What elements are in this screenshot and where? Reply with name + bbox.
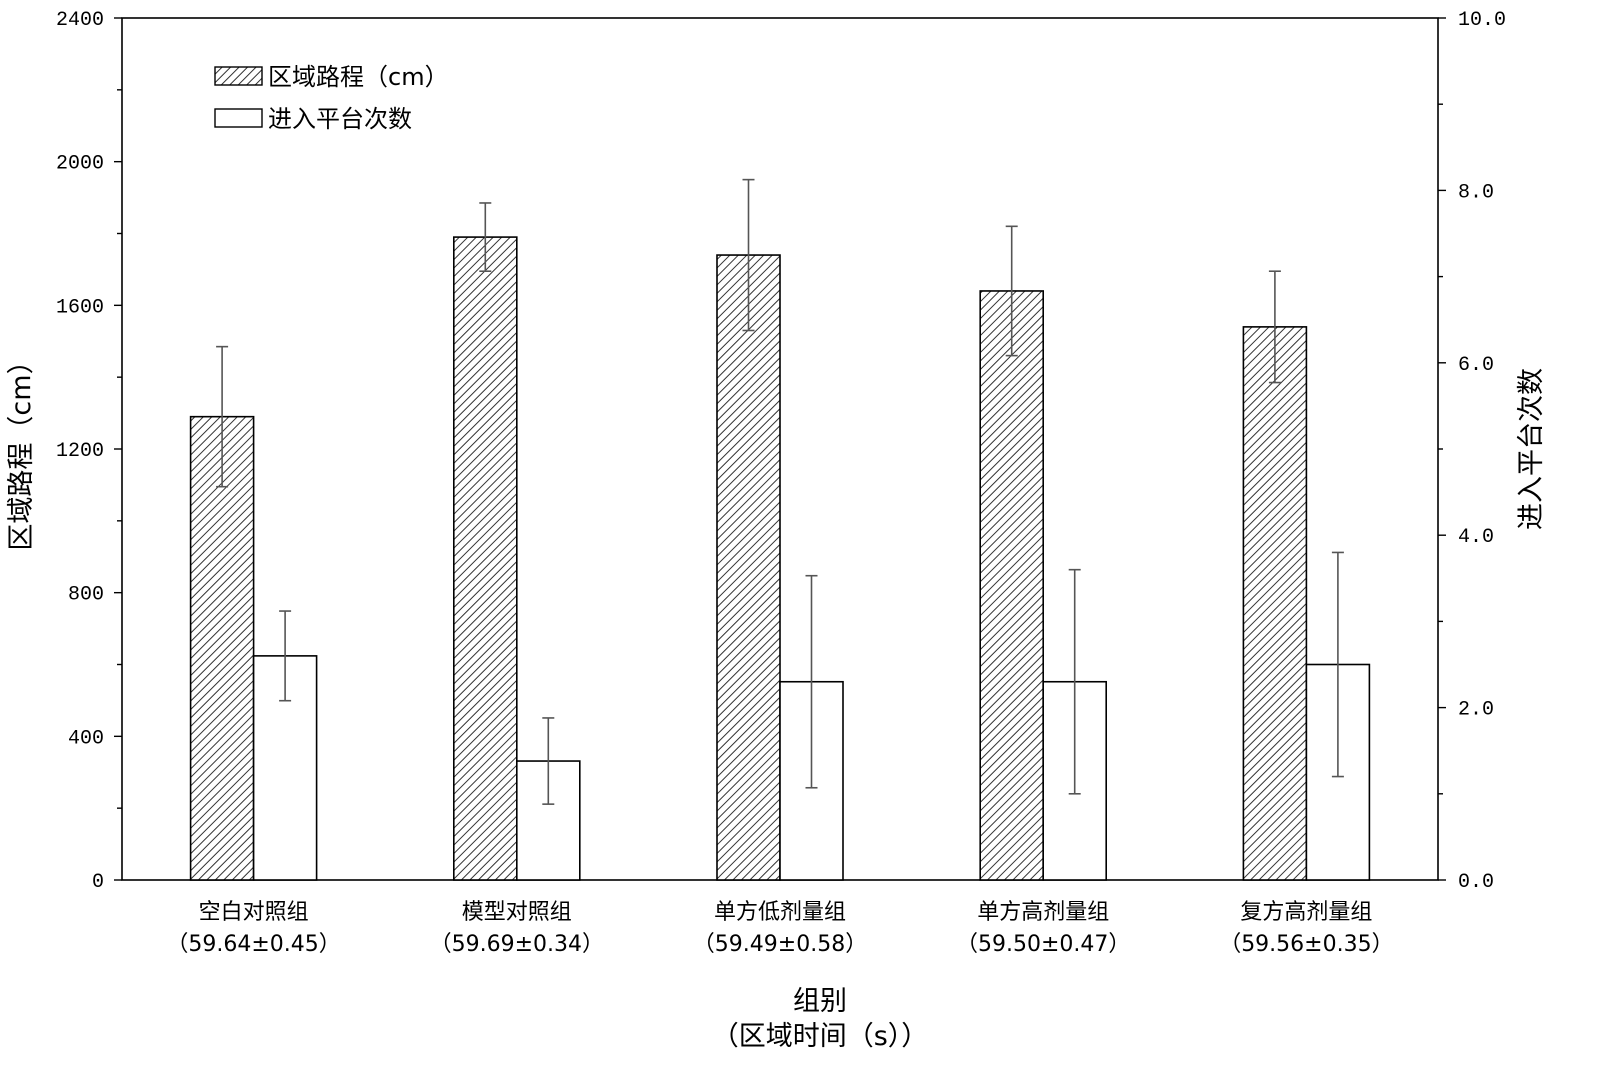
y-axis-title: 区域路程（cm）: [6, 347, 37, 550]
y2-tick-label: 4.0: [1458, 526, 1494, 549]
x-tick-label: 复方高剂量组: [1240, 900, 1372, 925]
legend-swatch: [214, 108, 263, 128]
x-tick-sublabel: （59.50±0.47）: [956, 932, 1130, 957]
bar-distance: [979, 290, 1045, 881]
bar-distance: [189, 415, 255, 881]
y2-tick-label: 8.0: [1458, 181, 1494, 204]
y2-tick-label: 10.0: [1458, 9, 1506, 32]
y-tick-label: 400: [68, 727, 104, 750]
y2-axis-title: 进入平台次数: [1516, 368, 1547, 530]
x-axis-subtitle: （区域时间（s））: [712, 1021, 929, 1052]
x-tick-sublabel: （59.69±0.34）: [430, 932, 604, 957]
x-tick-sublabel: （59.49±0.58）: [693, 932, 867, 957]
y2-tick-label: 0.0: [1458, 871, 1494, 894]
bar-distance: [452, 236, 518, 881]
y-tick-label: 2000: [56, 153, 104, 176]
y-tick-label: 1200: [56, 440, 104, 463]
x-tick-sublabel: （59.56±0.35）: [1219, 932, 1393, 957]
x-tick-sublabel: （59.64±0.45）: [166, 932, 340, 957]
y-tick-label: 0: [92, 871, 104, 894]
y-tick-label: 800: [68, 584, 104, 607]
legend-label: 区域路程（cm）: [268, 63, 449, 91]
legend-swatch: [214, 66, 263, 86]
x-tick-label: 模型对照组: [462, 900, 572, 925]
bar-distance: [1242, 326, 1308, 881]
x-tick-label: 单方高剂量组: [977, 900, 1109, 925]
x-tick-label: 单方低剂量组: [714, 900, 846, 925]
plot-area: 0 400 800 1200 1600 2000 2400 0.0 2.0 4.0 6.0 8.0 10…: [6, 9, 1547, 1052]
x-axis-title: 组别: [793, 986, 847, 1017]
y-tick-label: 1600: [56, 296, 104, 319]
x-tick-label: 空白对照组: [199, 900, 309, 925]
y2-tick-label: 2.0: [1458, 699, 1494, 722]
bar-distance: [716, 254, 781, 881]
legend-label: 进入平台次数: [268, 105, 412, 133]
y-tick-label: 2400: [56, 9, 104, 32]
y2-tick-label: 6.0: [1458, 354, 1494, 377]
